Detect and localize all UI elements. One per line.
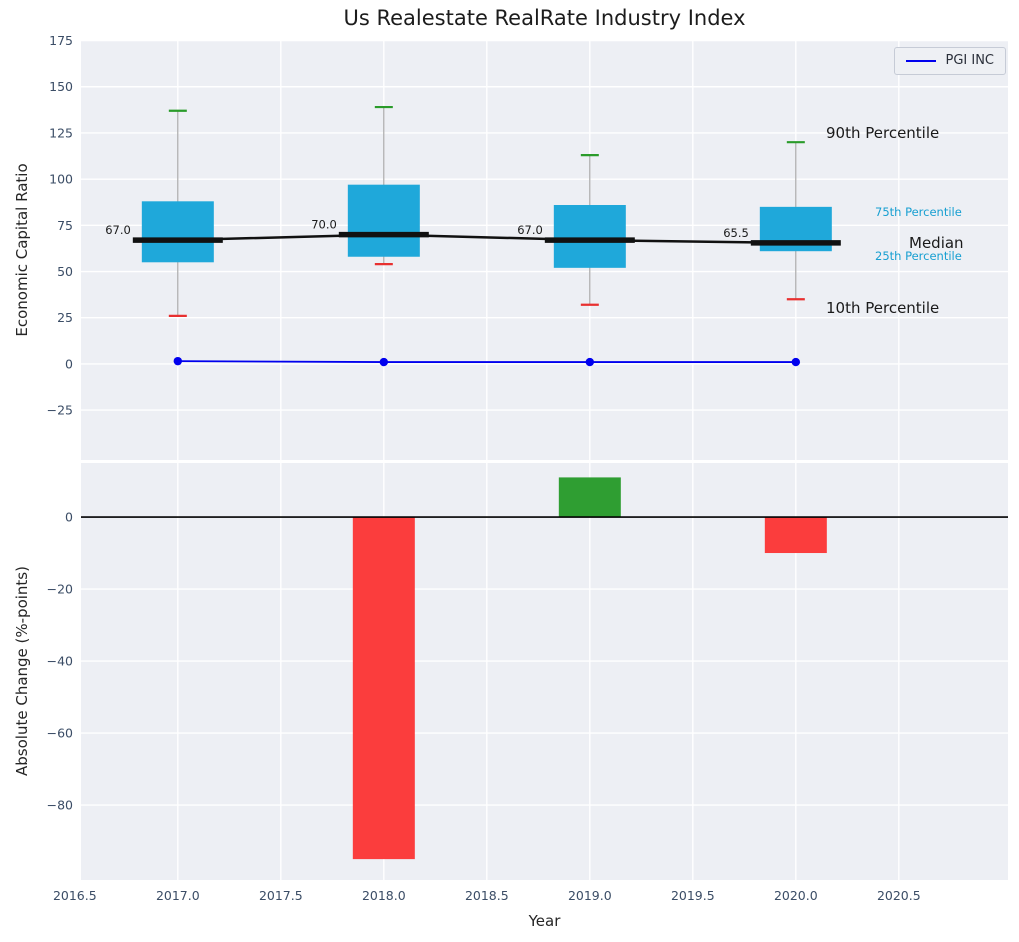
change-bar-2019 <box>558 477 621 518</box>
x-tick-label: 2018.0 <box>362 888 406 903</box>
y-tick-label: 50 <box>57 264 73 279</box>
legend: PGI INC <box>894 47 1006 75</box>
y-tick-label: 25 <box>57 310 73 325</box>
median-connector-line <box>177 233 796 245</box>
change-bar-2018 <box>352 517 415 860</box>
pgi-point-2020 <box>791 357 801 367</box>
x-tick-label: 2017.5 <box>259 888 303 903</box>
annotation-median: Median <box>909 234 964 252</box>
y-tick-label: 175 <box>49 33 73 48</box>
x-tick-label: 2017.0 <box>156 888 200 903</box>
annotation-10th-percentile: 10th Percentile <box>826 299 940 317</box>
x-tick-label: 2020.0 <box>774 888 818 903</box>
chart-title: Us Realestate RealRate Industry Index <box>343 6 746 30</box>
y-tick-label: −40 <box>47 654 73 669</box>
legend-label: PGI INC <box>945 53 994 68</box>
y-tick-label: 125 <box>49 125 73 140</box>
median-value-label: 67.0 <box>517 223 543 237</box>
y-tick-label: −80 <box>47 798 73 813</box>
y-tick-label: −20 <box>47 582 73 597</box>
legend-line-sample <box>906 59 937 62</box>
pgi-point-2018 <box>379 357 389 367</box>
annotation-90th-percentile: 90th Percentile <box>826 124 940 142</box>
top-plot-area <box>81 40 1008 460</box>
x-tick-label: 2019.0 <box>568 888 612 903</box>
y-tick-label: 0 <box>65 510 73 525</box>
y-tick-label: −60 <box>47 726 73 741</box>
pgi-line <box>177 360 796 363</box>
y-tick-label: 75 <box>57 218 73 233</box>
annotation-75th-percentile: 75th Percentile <box>875 205 962 219</box>
x-tick-label: 2016.5 <box>53 888 97 903</box>
box-2018 <box>347 184 420 257</box>
pgi-point-2017 <box>173 356 183 366</box>
box-2017 <box>141 201 214 263</box>
y-tick-label: −25 <box>47 403 73 418</box>
median-value-label: 67.0 <box>105 223 131 237</box>
y-tick-label: 100 <box>49 172 73 187</box>
bottom-y-axis-label: Absolute Change (%-points) <box>13 566 31 776</box>
box-2019 <box>553 205 626 268</box>
pgi-point-2019 <box>585 357 595 367</box>
x-axis-label: Year <box>528 912 561 930</box>
median-value-label: 65.5 <box>723 226 749 240</box>
y-tick-label: 0 <box>65 356 73 371</box>
y-tick-label: 150 <box>49 79 73 94</box>
median-value-label: 70.0 <box>311 218 337 232</box>
top-y-axis-label: Economic Capital Ratio <box>13 163 31 337</box>
annotation-25th-percentile: 25th Percentile <box>875 249 962 263</box>
x-tick-label: 2018.5 <box>465 888 509 903</box>
bottom-plot-area <box>81 463 1008 880</box>
change-bar-2020 <box>764 517 827 554</box>
x-tick-label: 2019.5 <box>671 888 715 903</box>
x-tick-label: 2020.5 <box>877 888 921 903</box>
